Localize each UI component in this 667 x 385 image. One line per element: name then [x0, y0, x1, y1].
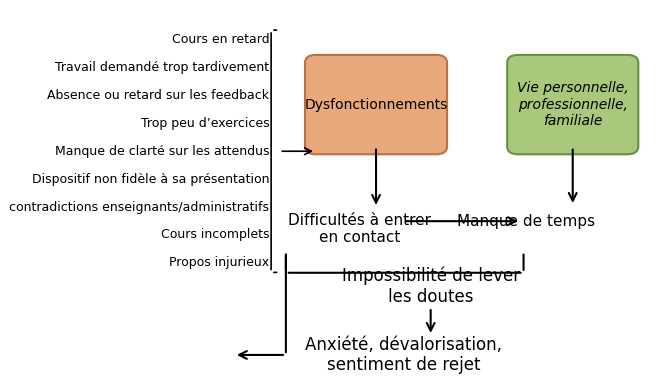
Text: Cours incomplets: Cours incomplets: [161, 228, 269, 241]
FancyBboxPatch shape: [507, 55, 638, 154]
Text: Manque de clarté sur les attendus: Manque de clarté sur les attendus: [55, 145, 269, 158]
FancyBboxPatch shape: [305, 55, 447, 154]
Text: Dispositif non fidèle à sa présentation: Dispositif non fidèle à sa présentation: [32, 172, 269, 186]
Text: Dysfonctionnements: Dysfonctionnements: [304, 97, 448, 112]
Text: Manque de temps: Manque de temps: [457, 214, 596, 229]
Text: Absence ou retard sur les feedback: Absence ou retard sur les feedback: [47, 89, 269, 102]
Text: Impossibilité de lever
les doutes: Impossibilité de lever les doutes: [342, 266, 520, 306]
Text: Trop peu d’exercices: Trop peu d’exercices: [141, 117, 269, 130]
Text: Propos injurieux: Propos injurieux: [169, 256, 269, 270]
Text: Travail demandé trop tardivement: Travail demandé trop tardivement: [55, 61, 269, 74]
Text: Vie personnelle,
professionnelle,
familiale: Vie personnelle, professionnelle, famili…: [517, 81, 628, 128]
Text: Anxiété, dévalorisation,
sentiment de rejet: Anxiété, dévalorisation, sentiment de re…: [305, 336, 502, 374]
Text: Difficultés à entrer
en contact: Difficultés à entrer en contact: [288, 213, 431, 245]
Text: Cours en retard: Cours en retard: [172, 33, 269, 46]
Text: contradictions enseignants/administratifs: contradictions enseignants/administratif…: [9, 201, 269, 214]
